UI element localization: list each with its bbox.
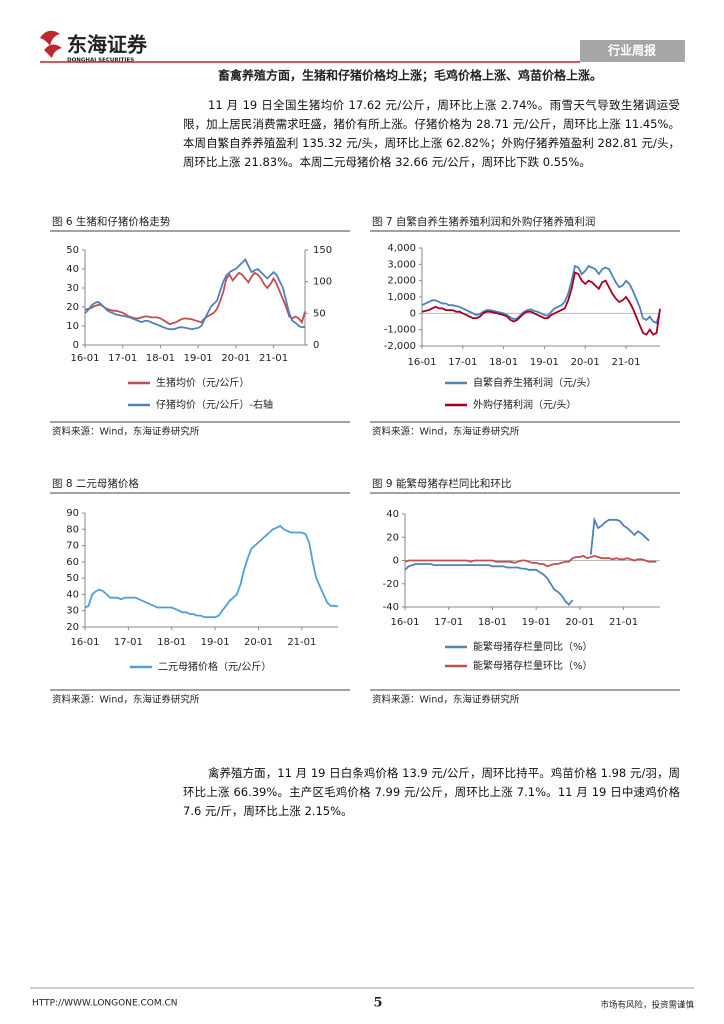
x-tick-label: 18-01 (146, 353, 175, 364)
x-tick-label: 17-01 (114, 637, 143, 648)
y-tick-label: -40 (383, 602, 399, 613)
x-tick-label: 17-01 (434, 617, 463, 628)
series-line (84, 524, 339, 619)
x-tick-label: 21-01 (287, 637, 316, 648)
y-tick-label: 20 (66, 302, 79, 313)
heading: 畜禽养殖方面，生猪和仔猪价格均上涨；毛鸡价格上涨、鸡苗价格上涨。 (218, 68, 602, 83)
legend-label: 生猪均价（元/公斤） (156, 376, 249, 389)
y-tick-label: 30 (66, 606, 79, 617)
logo-text: 东海证券 (67, 33, 148, 57)
x-tick-label: 21-01 (259, 353, 288, 364)
y-tick-label: 0 (73, 340, 79, 351)
figure-caption: 图 8 二元母猪价格 (52, 477, 139, 490)
series-line (421, 271, 661, 336)
x-tick-label: 19-01 (201, 637, 230, 648)
x-tick-label: 21-01 (609, 617, 638, 628)
series-line (589, 516, 650, 555)
y-tick-label: 40 (66, 264, 79, 275)
series-line (404, 563, 574, 607)
y-tick-label: 0 (393, 556, 399, 567)
page-number: 5 (373, 996, 382, 1011)
series-line (421, 264, 661, 325)
y-tick-label: 0 (410, 308, 416, 319)
y-tick-label: 90 (66, 508, 79, 519)
legend-label: 外购仔猪利润（元/头） (473, 398, 576, 411)
x-tick-label: 19-01 (184, 353, 213, 364)
source: 资料来源：Wind，东海证券研究所 (52, 694, 200, 706)
source: 资料来源：Wind，东海证券研究所 (372, 426, 520, 438)
y2-tick-label: 50 (313, 308, 326, 319)
paragraph: 11 月 19 日全国生猪均价 17.62 元/公斤，周环比上涨 2.74%。雨… (183, 98, 680, 169)
tag: 行业周报 (607, 43, 656, 58)
y-tick-label: 60 (66, 557, 79, 568)
legend-label: 二元母猪价格（元/公斤） (158, 660, 271, 673)
footer-note: 市场有风险，投资需谨慎 (600, 1000, 694, 1011)
y-tick-label: 50 (66, 245, 79, 256)
x-tick-label: 20-01 (571, 357, 600, 368)
x-tick-label: 19-01 (522, 617, 551, 628)
y-tick-label: -1,000 (384, 325, 416, 336)
y-tick-label: 80 (66, 524, 79, 535)
y2-tick-label: 0 (313, 340, 319, 351)
paragraph: 禽养殖方面，11 月 19 日白条鸡价格 13.9 元/公斤，周环比持平。鸡苗价… (183, 766, 680, 818)
source: 资料来源：Wind，东海证券研究所 (372, 694, 520, 706)
series-line (84, 271, 306, 326)
y-tick-label: 40 (386, 509, 399, 520)
y-tick-label: 40 (66, 589, 79, 600)
x-tick-label: 16-01 (407, 357, 436, 368)
figure-caption: 图 7 自繁自养生猪养殖利润和外购仔猪养殖利润 (372, 215, 595, 228)
y-tick-label: 20 (386, 532, 399, 543)
x-tick-label: 21-01 (611, 357, 640, 368)
legend-label: 仔猪均价（元/公斤）-右轴 (156, 398, 273, 411)
y2-tick-label: 150 (313, 245, 332, 256)
series-line (404, 554, 657, 568)
y-tick-label: 2,000 (387, 276, 416, 287)
y-tick-label: 30 (66, 283, 79, 294)
x-tick-label: 19-01 (530, 357, 559, 368)
y2-tick-label: 100 (313, 277, 332, 288)
tag-box (580, 40, 685, 62)
legend-label: 能繁母猪存栏量同比（%） (473, 640, 593, 653)
y-tick-label: -2,000 (384, 341, 416, 352)
logo-en: DONGHAI SECURITIES (67, 58, 134, 64)
y-tick-label: 10 (66, 321, 79, 332)
series-line (84, 257, 306, 331)
y-tick-label: 3,000 (387, 259, 416, 270)
x-tick-label: 20-01 (244, 637, 273, 648)
x-tick-label: 16-01 (70, 637, 99, 648)
y-tick-label: 1,000 (387, 292, 416, 303)
legend-label: 自繁自养生猪利润（元/头） (473, 376, 596, 389)
y-tick-label: 4,000 (387, 243, 416, 254)
footer-url: HTTP://WWW.LONGONE.COM.CN (32, 999, 178, 1009)
x-tick-label: 18-01 (489, 357, 518, 368)
x-tick-label: 16-01 (390, 617, 419, 628)
x-tick-label: 16-01 (70, 353, 99, 364)
figure-caption: 图 9 能繁母猪存栏同比和环比 (372, 477, 511, 490)
y-tick-label: 70 (66, 541, 79, 552)
y-tick-label: 20 (66, 622, 79, 633)
y-tick-label: 50 (66, 573, 79, 584)
x-tick-label: 17-01 (448, 357, 477, 368)
x-tick-label: 18-01 (157, 637, 186, 648)
figure-caption: 图 6 生猪和仔猪价格走势 (52, 215, 171, 228)
y-tick-label: -20 (383, 579, 399, 590)
source: 资料来源：Wind，东海证券研究所 (52, 426, 200, 438)
x-tick-label: 18-01 (478, 617, 507, 628)
x-tick-label: 20-01 (565, 617, 594, 628)
x-tick-label: 17-01 (108, 353, 137, 364)
legend-label: 能繁母猪存栏量环比（%） (473, 659, 593, 672)
logo-icon (40, 30, 62, 58)
x-tick-label: 20-01 (221, 353, 250, 364)
